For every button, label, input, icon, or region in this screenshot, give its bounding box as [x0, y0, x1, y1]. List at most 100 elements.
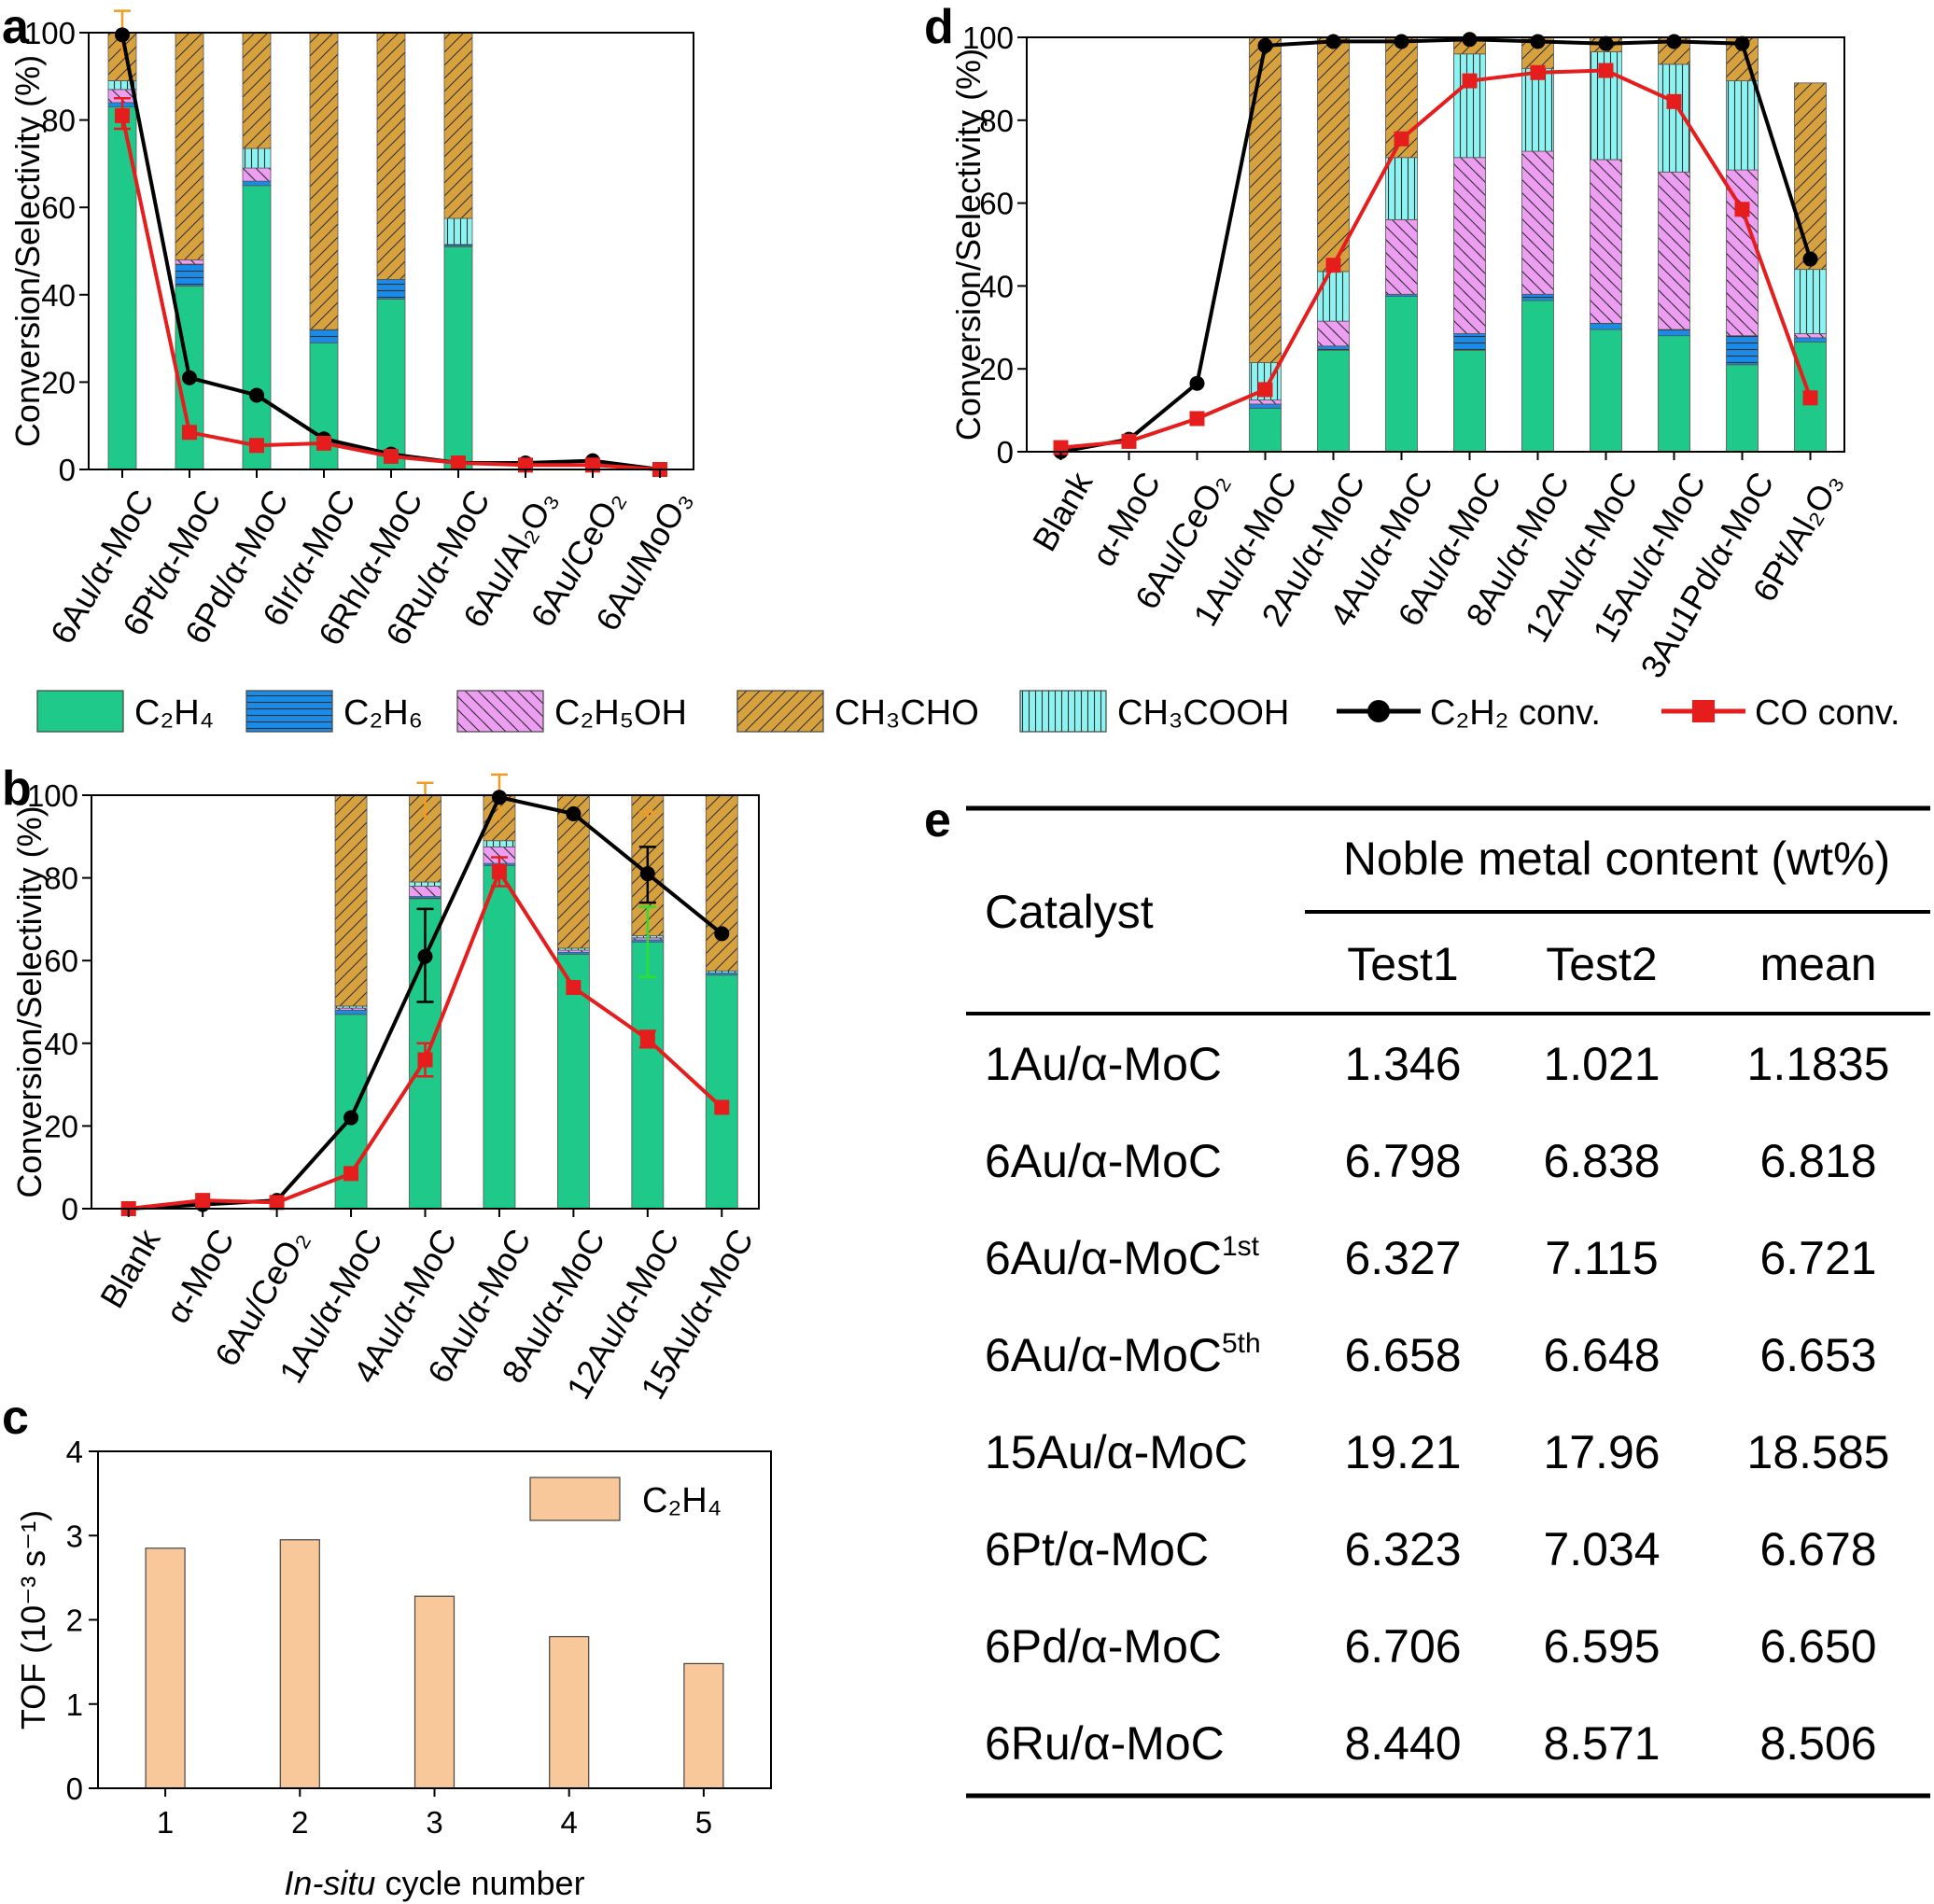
bar-c2h4-2 — [242, 185, 272, 470]
y-tick-label: 80 — [41, 104, 76, 138]
bar-c2h4-8 — [1590, 329, 1622, 453]
bar-c2h6-4 — [376, 279, 406, 300]
bar-c2h6-9 — [1658, 329, 1690, 337]
cell-test2: 1.021 — [1543, 1038, 1660, 1090]
error-bar-2 — [638, 810, 656, 820]
legend-swatch — [245, 690, 333, 733]
chart-a: 0204060801006Au/α-MoC6Pt/α-MoC6Pd/α-MoC6… — [8, 9, 699, 651]
legend-item-ch3cooh: CH₃COOH — [1019, 690, 1289, 733]
cell-test1: 8.440 — [1344, 1717, 1461, 1770]
catalyst-name: 6Ru/α-MoC — [985, 1717, 1225, 1770]
catalyst-superscript: 1st — [1222, 1231, 1260, 1262]
y-tick-label: 80 — [979, 104, 1014, 138]
table-row: 6Pd/α-MoC 6.706 6.595 6.650 — [985, 1620, 1877, 1673]
bar-c2h6-3 — [334, 1009, 368, 1015]
table-row: 6Au/α-MoC1st 6.327 7.115 6.721 — [985, 1231, 1877, 1284]
catalyst-name: 6Au/α-MoC — [985, 1232, 1222, 1284]
x-tick-label: 3 — [426, 1805, 442, 1840]
cell-mean: 1.1835 — [1747, 1038, 1890, 1090]
bar-tof-3 — [549, 1635, 590, 1789]
point-co-2 — [249, 438, 264, 454]
legend-item-c2h4: C₂H₄ — [36, 690, 214, 733]
point-co-2 — [1189, 411, 1205, 427]
bar-c2h6-6 — [1453, 333, 1486, 351]
bar-ch3cho-3 — [1249, 36, 1282, 363]
bar-c2h4-5 — [483, 864, 516, 1210]
bar-tof-4 — [683, 1662, 724, 1789]
cell-catalyst: 6Au/α-MoC1st — [985, 1231, 1260, 1284]
bar-c2h6-10 — [1726, 335, 1759, 366]
point-c2h2-8 — [714, 926, 730, 942]
cell-test1: 6.658 — [1344, 1329, 1461, 1381]
point-c2h2-4 — [417, 948, 433, 964]
point-co-8 — [1598, 63, 1614, 78]
bar-ch3cho-11 — [1794, 82, 1827, 271]
legend-label: CH₃COOH — [1117, 693, 1289, 733]
legend-marker — [1367, 700, 1390, 722]
legend-label: C₂H₆ — [343, 693, 423, 733]
y-axis-title: Conversion/Selectivity (%) — [10, 805, 49, 1197]
legend-label: C₂H₄ — [134, 693, 214, 733]
y-tick-label: 60 — [44, 944, 78, 978]
point-co-9 — [1666, 93, 1682, 109]
table-row: 6Au/α-MoC5th 6.658 6.648 6.653 — [985, 1328, 1877, 1381]
y-tick-label: 60 — [979, 187, 1014, 221]
cell-catalyst: 6Au/α-MoC — [985, 1135, 1222, 1187]
bar-ch3cho-4 — [376, 32, 406, 280]
point-co-6 — [566, 979, 582, 995]
cell-test2: 6.595 — [1543, 1620, 1660, 1673]
y-tick-label: 0 — [997, 435, 1014, 469]
chart-d: 020406080100Blankα-MoC6Au/CeO₂1Au/α-MoC2… — [949, 21, 1849, 684]
point-co-4 — [417, 1052, 433, 1068]
cell-test1: 19.21 — [1344, 1426, 1461, 1478]
bar-c2h5oh-10 — [1726, 169, 1759, 337]
panel-label-d: d — [924, 0, 954, 54]
x-tick-label: 1 — [157, 1805, 174, 1840]
y-tick-label: 100 — [27, 778, 78, 813]
point-c2h2-5 — [491, 790, 507, 805]
bar-c2h5oh-4 — [1317, 320, 1350, 347]
point-co-3 — [343, 1166, 359, 1182]
bar-c2h6-8 — [1590, 322, 1622, 330]
x-axis-title-italic: In-situ — [284, 1864, 375, 1902]
cell-mean: 18.585 — [1747, 1426, 1890, 1478]
point-co-4 — [384, 448, 399, 464]
col-header-test1: Test1 — [1347, 938, 1459, 990]
bar-ch3cooh-4 — [409, 881, 441, 887]
line-c2h2 — [1060, 37, 1813, 454]
bar-tof-0 — [145, 1547, 186, 1789]
y-tick-label: 0 — [66, 1771, 83, 1806]
legend: C₂H₄ C₂H₆ C₂H₅OH CH₃CHO CH₃COOH C₂H₂ conv. CO … — [36, 690, 1900, 733]
col-header-catalyst: Catalyst — [985, 886, 1154, 938]
point-co-7 — [1530, 64, 1546, 80]
line-co — [1060, 68, 1813, 450]
cell-mean: 6.678 — [1759, 1523, 1876, 1575]
point-co-5 — [451, 455, 466, 470]
cell-test2: 7.034 — [1543, 1523, 1660, 1575]
y-tick-label: 0 — [59, 453, 76, 487]
col-header-test2: Test2 — [1546, 938, 1658, 990]
point-co-1 — [182, 425, 197, 441]
point-c2h2-6 — [1462, 32, 1478, 48]
bar-ch3cooh-7 — [1521, 67, 1554, 152]
bar-c2h5oh-7 — [1521, 150, 1554, 295]
legend-item-c2h5oh: C₂H₅OH — [456, 690, 687, 733]
cell-catalyst: 6Au/α-MoC5th — [985, 1328, 1261, 1381]
bar-c2h4-3 — [1249, 407, 1282, 453]
x-category-label: Blank — [92, 1222, 168, 1314]
panel-label-c: c — [2, 1391, 29, 1445]
table-row: 15Au/α-MoC 19.21 17.96 18.585 — [985, 1426, 1889, 1478]
bar-c2h4-6 — [1453, 349, 1486, 453]
bar-c2h5oh-5 — [1385, 218, 1418, 295]
x-axis-title: In-situ cycle number — [284, 1864, 584, 1902]
y-axis-title: Conversion/Selectivity (%) — [8, 55, 47, 447]
error-bar-0 — [416, 781, 434, 820]
point-co-3 — [1257, 382, 1273, 398]
chart-c: 0 1 2 3 4 1 2 3 4 5 In-situ cycle number TOF (10⁻³ … — [14, 1435, 772, 1902]
bar-ch3cho-5 — [443, 32, 473, 219]
bar-ch3cooh-5 — [443, 217, 473, 245]
cell-mean: 6.653 — [1759, 1329, 1876, 1381]
point-c2h2-2 — [249, 387, 264, 403]
bar-c2h4-4 — [376, 299, 406, 470]
